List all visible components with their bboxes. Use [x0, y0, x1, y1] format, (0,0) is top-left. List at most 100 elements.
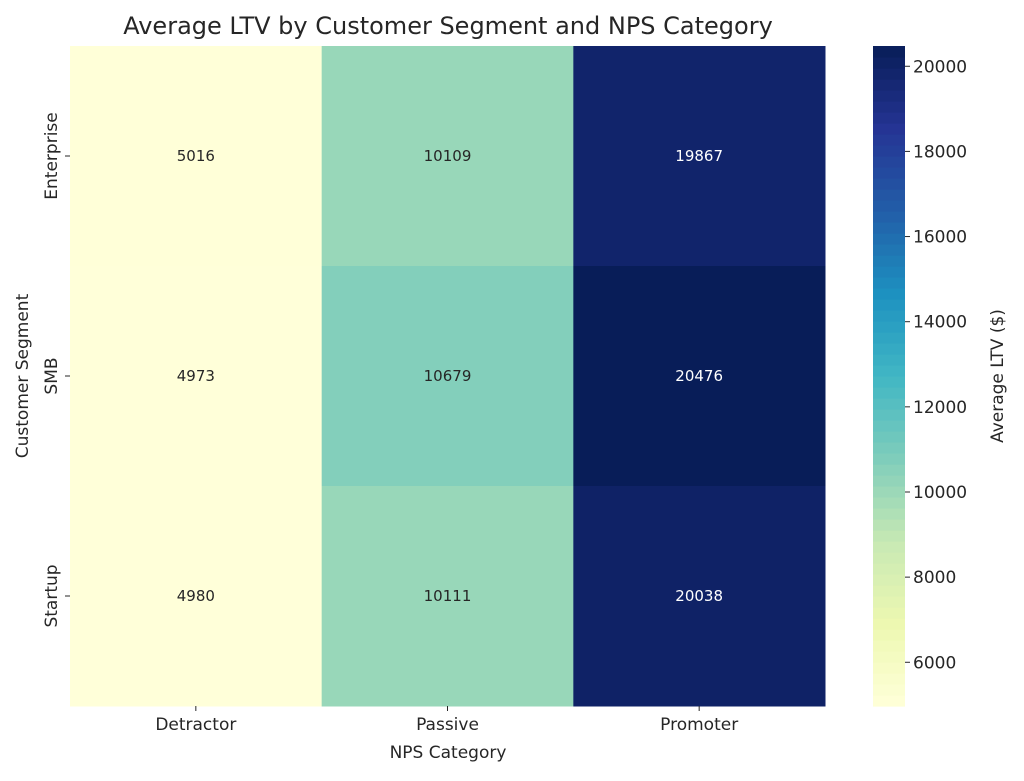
x-tick-label: Detractor: [155, 715, 236, 735]
colorbar-segment: [873, 79, 905, 91]
heatmap-cell: [573, 46, 826, 267]
colorbar-segment: [873, 112, 905, 124]
colorbar-segment: [873, 134, 905, 146]
colorbar-segment: [873, 332, 905, 344]
colorbar-segment: [873, 607, 905, 619]
cell-label: 5016: [177, 147, 215, 165]
colorbar-segment: [873, 442, 905, 454]
heatmap-cell: [70, 266, 323, 487]
colorbar-segment: [873, 222, 905, 234]
colorbar-segment: [873, 211, 905, 223]
colorbar-segment: [873, 497, 905, 509]
y-axis: Enterprise SMB Startup: [42, 112, 70, 628]
colorbar-tick-label: 12000: [913, 398, 967, 418]
colorbar-segment: [873, 409, 905, 421]
cell-label: 19867: [675, 147, 723, 165]
x-axis-label: NPS Category: [390, 743, 507, 763]
heatmap-cell: [573, 266, 826, 487]
colorbar-segment: [873, 299, 905, 311]
colorbar-segment: [873, 57, 905, 69]
colorbar-segment: [873, 475, 905, 487]
x-tick-label: Promoter: [660, 715, 738, 735]
cell-label: 4973: [177, 367, 215, 385]
colorbar-segment: [873, 46, 905, 58]
colorbar-segment: [873, 145, 905, 157]
colorbar-segment: [873, 398, 905, 410]
colorbar-segment: [873, 123, 905, 135]
colorbar-segment: [873, 277, 905, 289]
cell-label: 10679: [424, 367, 472, 385]
colorbar-segment: [873, 552, 905, 564]
chart-title: Average LTV by Customer Segment and NPS …: [123, 12, 773, 40]
colorbar-segment: [873, 662, 905, 674]
colorbar-segment: [873, 90, 905, 102]
colorbar-segment: [873, 486, 905, 498]
colorbar-segment: [873, 508, 905, 520]
colorbar-tick-label: 8000: [913, 568, 956, 588]
colorbar-tick-label: 6000: [913, 653, 956, 673]
colorbar-tick-label: 14000: [913, 313, 967, 333]
colorbar-segment: [873, 266, 905, 278]
heatmap-cell: [321, 46, 574, 267]
colorbar-segment: [873, 453, 905, 465]
colorbar-segment: [873, 585, 905, 597]
heatmap-cells: 5016 10109 19867 4973 10679 20476 4980 10111 200…: [70, 46, 826, 707]
cell-label: 10109: [424, 147, 472, 165]
colorbar-segment: [873, 629, 905, 641]
colorbar-segment: [873, 563, 905, 575]
colorbar-segment: [873, 167, 905, 179]
colorbar-segment: [873, 618, 905, 630]
colorbar-segment: [873, 365, 905, 377]
colorbar-segment: [873, 101, 905, 113]
heatmap-cell: [573, 486, 826, 707]
y-axis-label: Customer Segment: [13, 293, 33, 458]
colorbar-tick-label: 16000: [913, 228, 967, 248]
colorbar-segment: [873, 431, 905, 443]
colorbar-segment: [873, 321, 905, 333]
colorbar-segment: [873, 156, 905, 168]
colorbar-tick-label: 20000: [913, 57, 967, 77]
colorbar-segment: [873, 651, 905, 663]
y-tick-label: Enterprise: [42, 112, 62, 199]
colorbar-segment: [873, 68, 905, 80]
heatmap-cell: [321, 486, 574, 707]
colorbar-segment: [873, 596, 905, 608]
colorbar-segment: [873, 233, 905, 245]
cell-label: 20038: [675, 587, 723, 605]
colorbar-segment: [873, 464, 905, 476]
colorbar-segment: [873, 178, 905, 190]
cell-label: 4980: [177, 587, 215, 605]
heatmap-cell: [70, 46, 323, 267]
colorbar-segment: [873, 574, 905, 586]
colorbar-segment: [873, 200, 905, 212]
colorbar: 6000 8000 10000 12000 14000 16000 18000 20000: [873, 46, 967, 707]
colorbar-segment: [873, 288, 905, 300]
colorbar-segment: [873, 541, 905, 553]
colorbar-label: Average LTV ($): [988, 309, 1008, 443]
colorbar-segment: [873, 420, 905, 432]
x-tick-label: Passive: [416, 715, 479, 735]
colorbar-segment: [873, 519, 905, 531]
heatmap-cell: [70, 486, 323, 707]
colorbar-segment: [873, 387, 905, 399]
cell-label: 10111: [424, 587, 472, 605]
colorbar-segment: [873, 354, 905, 366]
colorbar-segment: [873, 695, 905, 707]
colorbar-segment: [873, 640, 905, 652]
colorbar-segment: [873, 530, 905, 542]
colorbar-segment: [873, 684, 905, 696]
x-axis: Detractor Passive Promoter: [155, 706, 738, 735]
y-tick-label: Startup: [42, 564, 62, 627]
y-tick-label: SMB: [42, 357, 62, 394]
colorbar-segment: [873, 255, 905, 267]
colorbar-segment: [873, 310, 905, 322]
colorbar-segment: [873, 376, 905, 388]
colorbar-segment: [873, 189, 905, 201]
colorbar-segment: [873, 673, 905, 685]
heatmap-cell: [321, 266, 574, 487]
colorbar-tick-label: 10000: [913, 483, 967, 503]
colorbar-tick-label: 18000: [913, 142, 967, 162]
colorbar-segment: [873, 343, 905, 355]
cell-label: 20476: [675, 367, 723, 385]
